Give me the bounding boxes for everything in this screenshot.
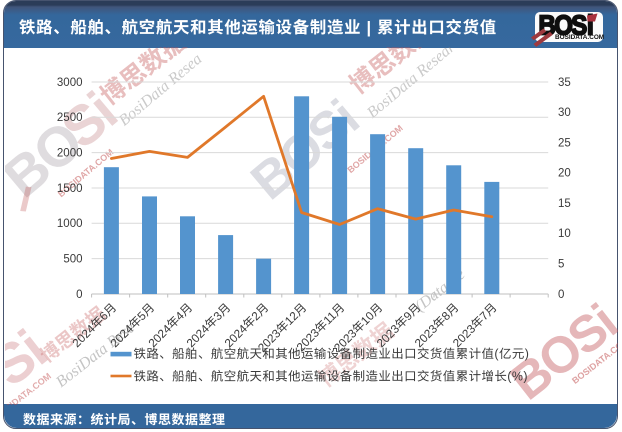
svg-text:500: 500 — [63, 253, 82, 265]
svg-text:35: 35 — [558, 77, 571, 89]
svg-text:1500: 1500 — [57, 183, 83, 195]
svg-text:25: 25 — [558, 137, 571, 149]
svg-text:3000: 3000 — [57, 77, 83, 89]
svg-text:20: 20 — [558, 168, 571, 180]
svg-text:铁路、船舶、航空航天和其他运输设备制造业出口交货值累计增长(: 铁路、船舶、航空航天和其他运输设备制造业出口交货值累计增长(%) — [134, 370, 528, 384]
svg-text:BOSIDATA.COM: BOSIDATA.COM — [555, 34, 604, 41]
svg-text:2500: 2500 — [57, 112, 83, 124]
svg-text:10: 10 — [558, 228, 571, 240]
svg-text:15: 15 — [558, 198, 571, 210]
svg-text:2000: 2000 — [57, 147, 83, 159]
svg-text:30: 30 — [558, 107, 571, 119]
svg-text:铁路、船舶、航空航天和其他运输设备制造业出口交货值累计值(亿: 铁路、船舶、航空航天和其他运输设备制造业出口交货值累计值(亿元) — [134, 347, 530, 361]
svg-text:5: 5 — [558, 259, 564, 271]
svg-text:0: 0 — [558, 289, 564, 301]
svg-text:0: 0 — [76, 289, 82, 301]
svg-text:i: i — [587, 9, 594, 41]
svg-text:1000: 1000 — [57, 218, 83, 230]
